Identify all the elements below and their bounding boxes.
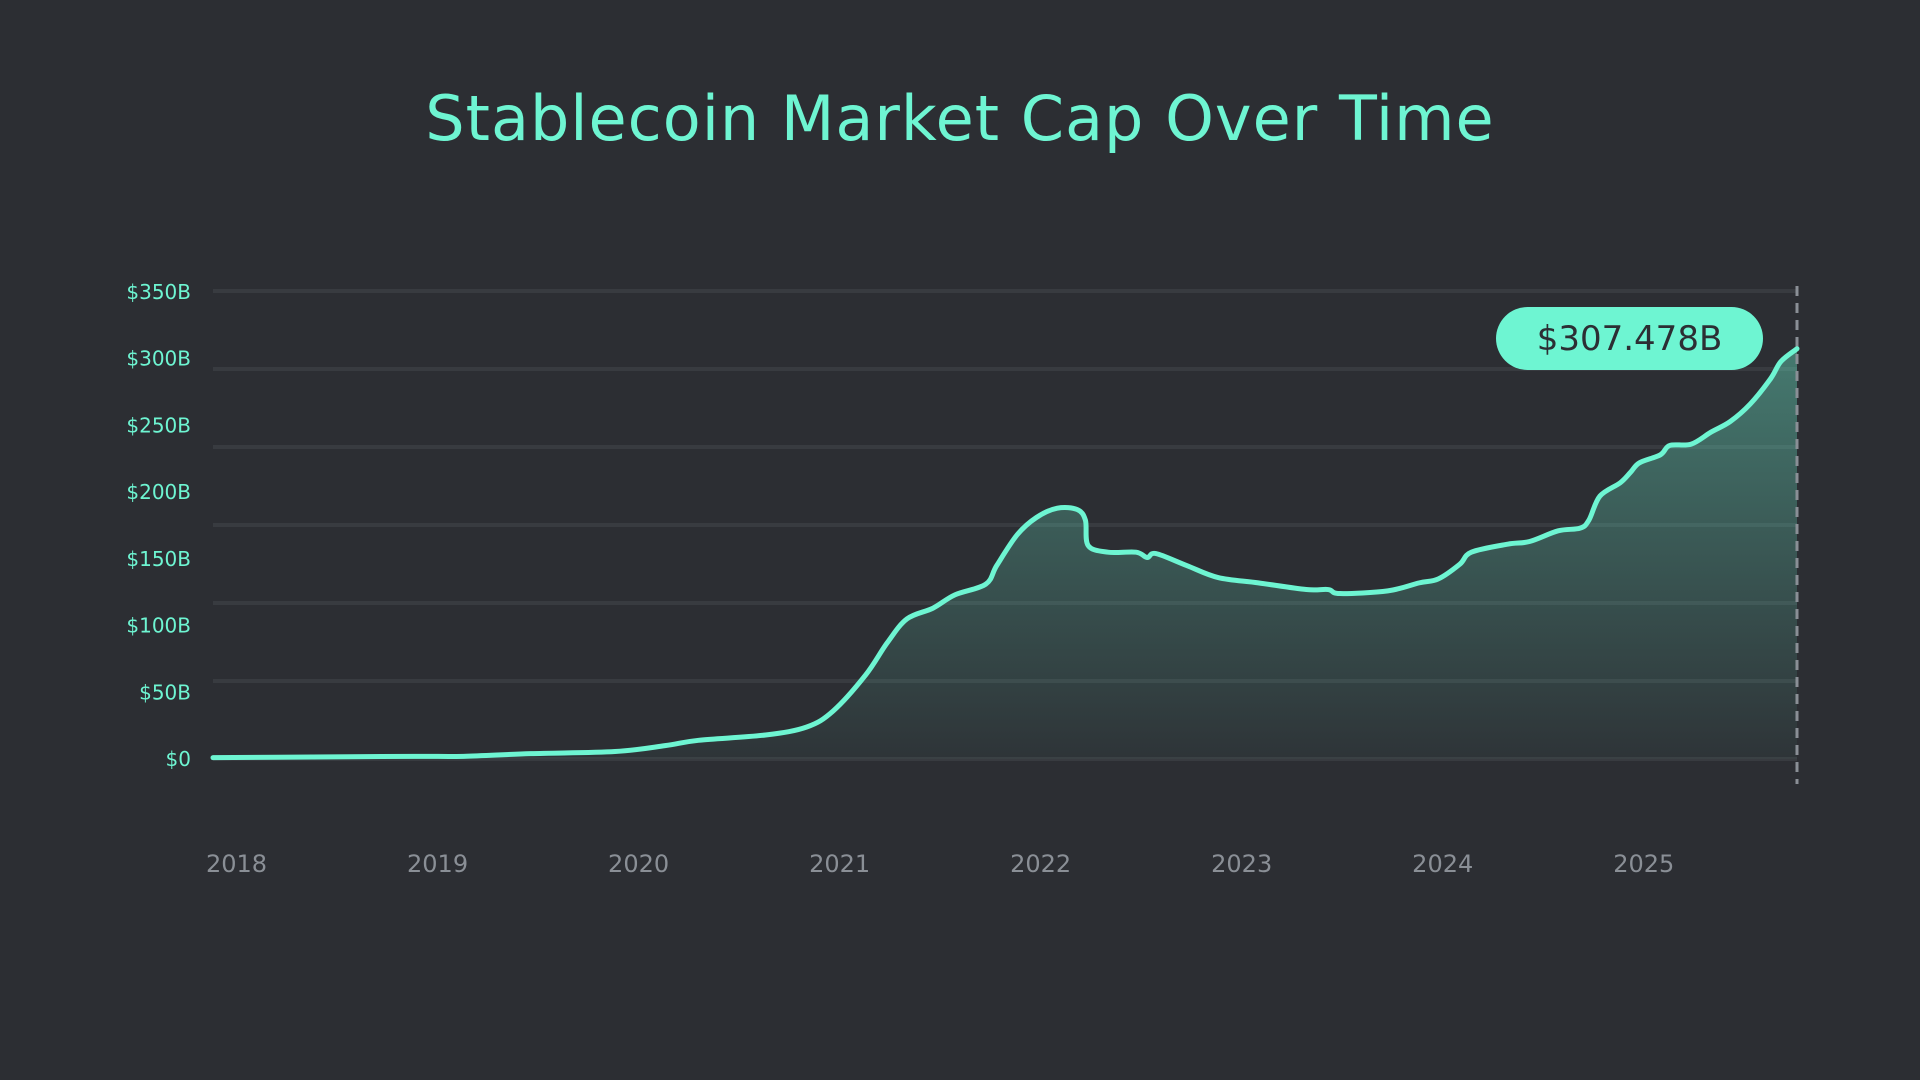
chart-title: Stablecoin Market Cap Over Time xyxy=(425,82,1495,155)
x-tick-label: 2020 xyxy=(608,850,669,878)
y-tick-label: $200B xyxy=(126,480,191,504)
x-tick-label: 2022 xyxy=(1010,850,1071,878)
x-tick-label: 2018 xyxy=(206,850,267,878)
y-tick-label: $100B xyxy=(126,614,191,638)
y-tick-label: $350B xyxy=(126,280,191,304)
x-tick-label: 2021 xyxy=(809,850,870,878)
y-tick-label: $300B xyxy=(126,347,191,371)
y-tick-label: $50B xyxy=(139,680,191,704)
x-tick-label: 2023 xyxy=(1211,850,1272,878)
y-tick-label: $250B xyxy=(126,413,191,437)
latest-value-badge: $307.478B xyxy=(1496,307,1763,370)
market-cap-line xyxy=(210,346,1800,761)
x-tick-label: 2019 xyxy=(407,850,468,878)
y-tick-label: $0 xyxy=(166,747,191,771)
x-tick-label: 2024 xyxy=(1412,850,1473,878)
x-tick-label: 2025 xyxy=(1613,850,1674,878)
y-tick-label: $150B xyxy=(126,547,191,571)
